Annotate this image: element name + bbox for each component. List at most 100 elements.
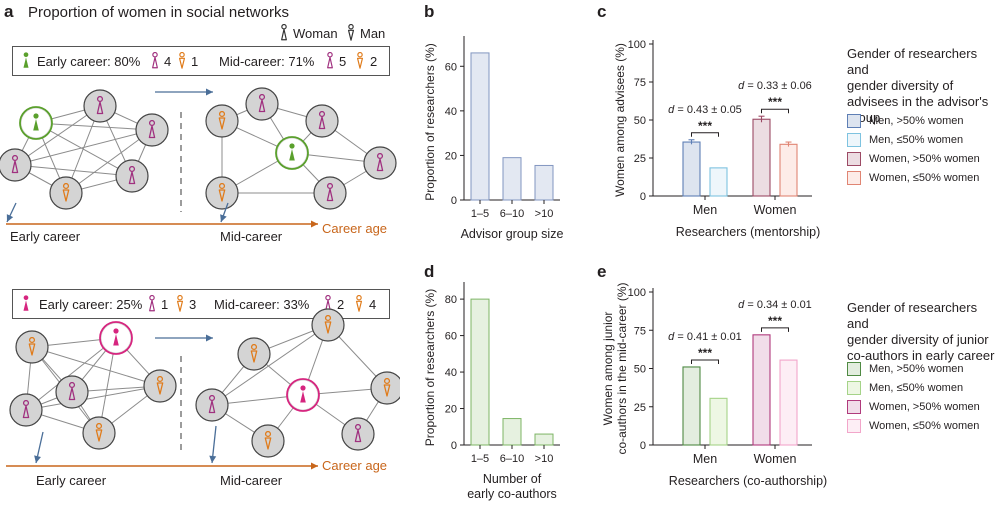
man-node [82,416,116,450]
mid-pointer-head [209,455,217,463]
node-circle [15,330,49,364]
node-circle [341,417,375,451]
legend-swatch [847,419,861,433]
legend-label: Men, ≤50% women [869,382,964,394]
woman-legend-label: Woman [293,25,338,41]
x-axis-label: Researchers (co-authorship) [669,474,827,488]
bar [470,298,490,446]
bottom-early-career-label: Early career [36,473,107,488]
top-mid-women: 5 [339,54,347,69]
early-pointer-head [6,214,14,222]
legend-item: Women, >50% women [847,400,980,414]
top-early-text: Early career: 80% [37,54,141,69]
y-tick-label: 20 [445,404,457,416]
y-tick-label: 75 [634,77,646,89]
panel-c-label: c [597,2,607,21]
legend-item: Women, ≤50% women [847,419,979,433]
bar [682,366,701,446]
bar [682,141,701,197]
bar [534,433,554,446]
significance-bracket [691,359,719,364]
man-node [143,369,177,403]
legend-label: Women, >50% women [869,401,980,413]
legend-label: Women, ≤50% women [869,172,980,184]
x-axis-label: Number of [483,472,542,486]
x-tick-label: Women [754,452,797,466]
woman-node [245,87,279,121]
node-circle [237,337,271,371]
network-edge [31,346,161,387]
legend-label: Men, ≤50% women [869,134,964,146]
y-tick-label: 75 [634,325,646,337]
network-edge [35,122,133,177]
legend-swatch [847,114,861,128]
bottom-mid-career-label: Mid-career [220,473,283,488]
network-edge [211,324,329,406]
woman-node [363,146,397,180]
focus-node [275,136,309,170]
node-circle [49,176,83,210]
career-age-axis-head [311,462,318,470]
legend-item: Men, >50% women [847,114,963,128]
network-edge [35,122,153,131]
legend-item: Men, ≤50% women [847,133,963,147]
panel-e-label: e [597,262,607,281]
y-tick-label: 50 [634,364,646,376]
node-circle [9,393,43,427]
bar [779,359,798,446]
node-circle [115,159,149,193]
node-circle [251,424,285,458]
bar [752,334,771,446]
y-tick-label: 40 [445,106,457,118]
man-node [251,424,285,458]
x-tick-label: >10 [535,208,554,220]
network-edge [25,385,161,411]
panel-b-label: b [424,2,435,21]
woman-node [305,104,339,138]
effect-size-label: d = 0.33 ± 0.06 [738,80,812,92]
effect-size-value: = 0.33 ± 0.06 [744,80,812,92]
y-tick-label: 60 [445,331,457,343]
woman-node [55,375,89,409]
top-mid-men: 2 [370,54,378,69]
network-edge [65,129,153,194]
node-circle [205,176,239,210]
x-tick-label: Men [693,452,717,466]
significance-stars: *** [768,95,782,109]
x-axis-label: Researchers (mentorship) [676,225,821,239]
significance-bracket [691,132,719,137]
bottom-mid-men: 4 [369,297,377,312]
woman-node [341,417,375,451]
significance-bracket [761,327,789,332]
x-tick-label: 6–10 [500,453,524,465]
woman-legend: Woman [279,24,338,42]
x-axis-label: Advisor group size [461,227,564,241]
bottom-early-text: Early career: 25% [39,297,143,312]
legend-item: Men, ≤50% women [847,381,963,395]
y-tick-label: 0 [640,191,646,203]
effect-size-symbol: d [738,80,745,92]
man-node [205,176,239,210]
y-tick-label: 100 [628,39,646,51]
chart-b: 0 20 40 60 1–5 6–10 >10 Proportion of researche… [423,36,564,241]
legend-item: Women, ≤50% women [847,171,979,185]
network-edge [14,129,153,166]
panel-a-title: Proportion of women in social networks [28,4,289,21]
chart-d: 0 20 40 60 80 1–5 6–10 >10 Proportion of researc… [423,282,560,501]
network-edge [14,164,133,177]
bar [709,167,728,197]
legend-swatch [847,362,861,376]
y-axis-label: Proportion of researchers (%) [423,289,437,446]
node-circle [205,104,239,138]
y-tick-label: 40 [445,367,457,379]
y-tick-label: 60 [445,61,457,73]
effect-size-value: = 0.43 ± 0.05 [674,104,742,116]
node-circle [363,146,397,180]
x-tick-label: >10 [535,453,554,465]
y-tick-label: 0 [640,440,646,452]
legend-e-title: Gender of researchers and gender diversi… [847,300,995,363]
significance-stars: *** [698,119,712,133]
man-node [311,308,345,342]
bar [470,52,490,201]
man-legend: Man [346,24,385,42]
